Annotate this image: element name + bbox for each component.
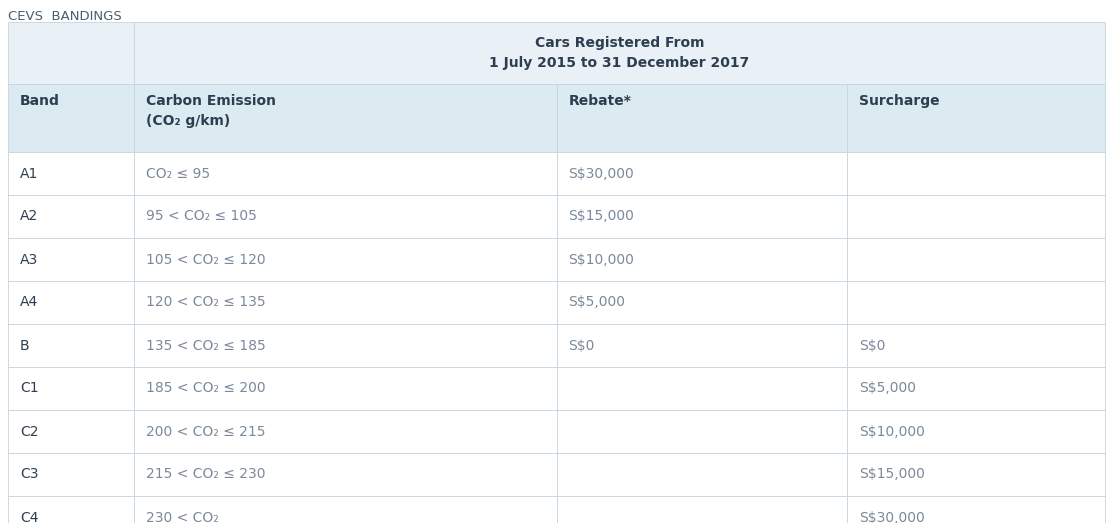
Text: 120 < CO₂ ≤ 135: 120 < CO₂ ≤ 135 <box>146 295 266 310</box>
Text: S$5,000: S$5,000 <box>569 295 626 310</box>
Text: S$15,000: S$15,000 <box>569 210 634 223</box>
Text: 185 < CO₂ ≤ 200: 185 < CO₂ ≤ 200 <box>146 381 266 395</box>
Text: 105 < CO₂ ≤ 120: 105 < CO₂ ≤ 120 <box>146 253 266 267</box>
Text: Band: Band <box>20 94 60 108</box>
Text: C2: C2 <box>20 425 39 438</box>
Bar <box>556 410 847 453</box>
Text: A1: A1 <box>20 166 38 180</box>
Text: 200 < CO₂ ≤ 215: 200 < CO₂ ≤ 215 <box>146 425 266 438</box>
Text: Rebate*: Rebate* <box>569 94 631 108</box>
Text: B: B <box>20 338 30 353</box>
Bar <box>8 410 135 453</box>
Bar <box>847 410 1105 453</box>
Text: Cars Registered From
1 July 2015 to 31 December 2017: Cars Registered From 1 July 2015 to 31 D… <box>490 36 750 70</box>
Bar <box>135 410 556 453</box>
Text: C1: C1 <box>20 381 39 395</box>
Text: S$10,000: S$10,000 <box>569 253 634 267</box>
Text: S$15,000: S$15,000 <box>859 468 925 482</box>
Bar <box>556 496 847 523</box>
Text: Surcharge: Surcharge <box>859 94 939 108</box>
Bar <box>135 238 556 281</box>
Bar <box>8 152 135 195</box>
Bar <box>8 496 135 523</box>
Bar <box>135 281 556 324</box>
Bar <box>135 367 556 410</box>
Bar <box>847 281 1105 324</box>
Bar <box>556 367 847 410</box>
Bar <box>8 195 135 238</box>
Text: A4: A4 <box>20 295 38 310</box>
Text: A2: A2 <box>20 210 38 223</box>
Bar <box>135 324 556 367</box>
Text: 135 < CO₂ ≤ 185: 135 < CO₂ ≤ 185 <box>146 338 266 353</box>
Text: CEVS  BANDINGS: CEVS BANDINGS <box>8 10 121 23</box>
Bar <box>847 453 1105 496</box>
Bar <box>847 84 1105 152</box>
Bar <box>556 84 847 152</box>
Bar <box>8 281 135 324</box>
Bar <box>847 152 1105 195</box>
Text: A3: A3 <box>20 253 38 267</box>
Text: S$0: S$0 <box>859 338 886 353</box>
Bar <box>8 22 135 84</box>
Text: C3: C3 <box>20 468 39 482</box>
Bar <box>556 152 847 195</box>
Bar <box>847 496 1105 523</box>
Bar <box>8 367 135 410</box>
Text: S$0: S$0 <box>569 338 594 353</box>
Text: S$30,000: S$30,000 <box>859 510 925 523</box>
Text: S$30,000: S$30,000 <box>569 166 634 180</box>
Bar <box>847 195 1105 238</box>
Bar <box>556 453 847 496</box>
Bar <box>8 84 135 152</box>
Text: 215 < CO₂ ≤ 230: 215 < CO₂ ≤ 230 <box>146 468 266 482</box>
Text: S$5,000: S$5,000 <box>859 381 916 395</box>
Bar <box>135 496 556 523</box>
Bar <box>556 195 847 238</box>
Bar <box>556 324 847 367</box>
Text: CO₂ ≤ 95: CO₂ ≤ 95 <box>146 166 210 180</box>
Text: S$10,000: S$10,000 <box>859 425 925 438</box>
Bar <box>135 453 556 496</box>
Bar <box>847 324 1105 367</box>
Text: Carbon Emission
(CO₂ g/km): Carbon Emission (CO₂ g/km) <box>146 94 276 128</box>
Bar <box>556 238 847 281</box>
Bar <box>847 367 1105 410</box>
Bar <box>556 281 847 324</box>
Bar <box>8 324 135 367</box>
Bar <box>847 238 1105 281</box>
Bar <box>135 195 556 238</box>
Bar <box>135 84 556 152</box>
Text: C4: C4 <box>20 510 39 523</box>
Text: 95 < CO₂ ≤ 105: 95 < CO₂ ≤ 105 <box>146 210 257 223</box>
Bar <box>8 453 135 496</box>
Text: 230 < CO₂: 230 < CO₂ <box>146 510 219 523</box>
Bar <box>8 238 135 281</box>
Bar <box>135 22 1105 84</box>
Bar <box>135 152 556 195</box>
